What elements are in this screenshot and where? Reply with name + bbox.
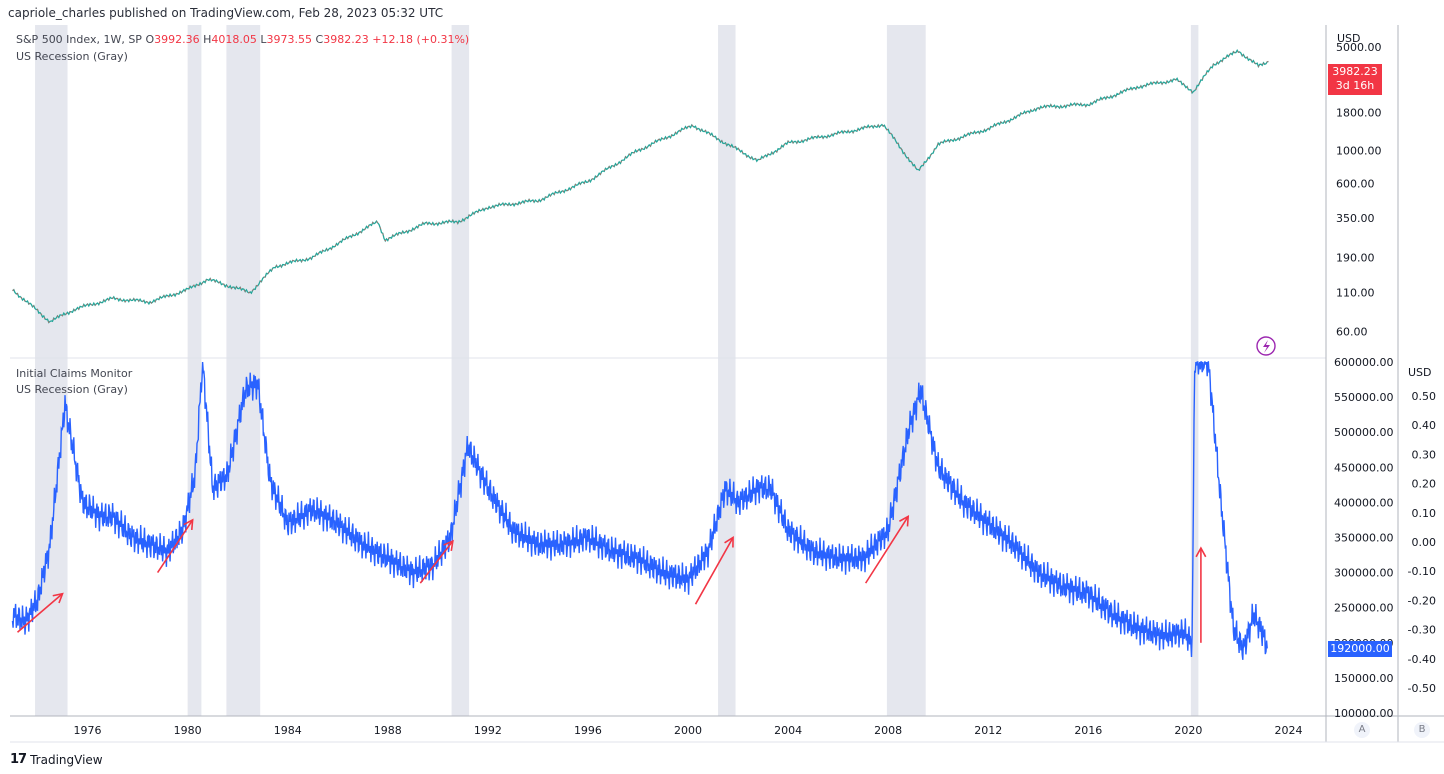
recession-band-2	[226, 25, 261, 716]
claims-overlay-legend: US Recession (Gray)	[16, 383, 128, 396]
spx-y-tick: 190.00	[1336, 251, 1375, 264]
spx-series	[12, 49, 1269, 324]
trend-arrow-head-5	[1195, 546, 1207, 558]
x-tick: 2016	[1074, 724, 1102, 737]
recession-band-3	[451, 25, 470, 716]
axes: USD5000.001800.001000.00600.00350.00190.…	[10, 25, 1444, 743]
claims-y-tick: 350000.00	[1334, 532, 1394, 545]
right-y-tick: 0.50	[1412, 390, 1437, 403]
right-y-tick: 0.10	[1412, 507, 1437, 520]
right-y-tick: 0.30	[1412, 448, 1437, 461]
x-tick: 2008	[874, 724, 902, 737]
trend-arrow-head-0	[52, 592, 64, 604]
low-label: L	[260, 33, 267, 46]
trend-arrow-head-1	[183, 518, 194, 530]
recession-band-0	[35, 25, 68, 716]
top-pane	[10, 25, 1326, 358]
spx-y-tick: 350.00	[1336, 212, 1375, 225]
high-label: H	[203, 33, 212, 46]
trend-arrow-2	[419, 540, 454, 584]
trend-arrow-head-4	[899, 515, 910, 527]
claims-y-tick: 250000.00	[1334, 602, 1394, 615]
spx-overlay-legend: US Recession (Gray)	[16, 50, 128, 63]
open-value: 3992.36	[154, 33, 200, 46]
x-tick: 1984	[274, 724, 302, 737]
arrows	[16, 515, 1207, 643]
spx-axis-unit: USD	[1337, 32, 1361, 45]
x-tick: 2012	[974, 724, 1002, 737]
claims-line	[11, 360, 1268, 660]
claims-y-tick: 400000.00	[1334, 496, 1394, 509]
trend-arrow-1	[156, 519, 194, 574]
trend-arrow-0	[16, 593, 64, 633]
recession-band-5	[886, 25, 926, 716]
claims-y-tick: 300000.00	[1334, 567, 1394, 580]
x-tick: 2020	[1174, 724, 1202, 737]
right-y-tick: -0.40	[1408, 653, 1436, 666]
spx-legend-name: S&P 500 Index, 1W, SP	[16, 33, 142, 46]
right-axis-unit: USD	[1408, 366, 1432, 379]
price-tag: 3982.23 3d 16h	[1328, 64, 1382, 95]
claims-legend: Initial Claims Monitor	[16, 367, 133, 380]
trend-arrow-head-2	[443, 539, 454, 552]
change-value: +12.18 (+0.31%)	[372, 33, 470, 46]
price-tag-countdown: 3d 16h	[1335, 79, 1375, 92]
x-tick: 2000	[674, 724, 702, 737]
claims-y-tick: 600000.00	[1334, 356, 1394, 369]
close-value: 3982.23	[323, 33, 369, 46]
x-tick: 1988	[374, 724, 402, 737]
price-tag-value: 3982.23	[1332, 65, 1378, 78]
spx-y-tick: 110.00	[1336, 286, 1375, 299]
publish-header: capriole_charles published on TradingVie…	[8, 6, 444, 20]
recession-band-6	[1190, 25, 1199, 716]
tradingview-logo[interactable]: 17 TradingView	[10, 752, 103, 767]
right-y-tick: 0.00	[1412, 536, 1437, 549]
right-y-tick: -0.10	[1408, 565, 1436, 578]
recession-band-4	[718, 25, 736, 716]
auto-scale-button[interactable]: A	[1354, 722, 1370, 738]
tv-mark-icon: 17	[10, 752, 27, 767]
b-scale-button[interactable]: B	[1414, 722, 1430, 738]
open-label: O	[145, 33, 155, 46]
spx-y-tick: 1000.00	[1336, 144, 1382, 157]
flash-icon	[1256, 336, 1276, 356]
right-y-tick: -0.30	[1408, 624, 1436, 637]
spx-y-tick: 5000.00	[1336, 41, 1382, 54]
high-value: 4018.05	[211, 33, 257, 46]
spx-y-tick: 60.00	[1336, 325, 1368, 338]
right-y-tick: 0.20	[1412, 478, 1437, 491]
spx-line	[12, 49, 1269, 324]
tv-brand: TradingView	[30, 752, 103, 767]
trend-arrow-4	[864, 516, 909, 584]
right-y-tick: 0.40	[1412, 419, 1437, 432]
spx-y-tick: 600.00	[1336, 177, 1375, 190]
flash-icon-bolt	[1263, 340, 1270, 353]
right-y-tick: -0.50	[1408, 682, 1436, 695]
x-tick: 1980	[174, 724, 202, 737]
claims-series	[11, 360, 1268, 660]
x-tick: 1976	[74, 724, 102, 737]
x-tick: 2024	[1274, 724, 1302, 737]
recession-shading	[35, 25, 1199, 716]
x-tick: 1992	[474, 724, 502, 737]
claims-y-tick: 450000.00	[1334, 461, 1394, 474]
claims-tag: 192000.00	[1328, 641, 1392, 657]
right-y-tick: -0.20	[1408, 594, 1436, 607]
claims-y-tick: 550000.00	[1334, 391, 1394, 404]
trend-arrow-3	[694, 537, 734, 605]
x-tick: 1996	[574, 724, 602, 737]
x-tick: 2004	[774, 724, 802, 737]
claims-y-tick: 500000.00	[1334, 426, 1394, 439]
trend-arrow-head-3	[724, 536, 734, 548]
low-value: 3973.55	[266, 33, 313, 46]
claims-y-tick: 100000.00	[1334, 707, 1394, 720]
close-label: C	[315, 33, 324, 46]
claims-y-tick: 150000.00	[1334, 672, 1394, 685]
spx-y-tick: 1800.00	[1336, 107, 1382, 120]
spx-legend: S&P 500 Index, 1W, SP O3992.36 H4018.05 …	[16, 33, 469, 46]
recession-band-1	[187, 25, 202, 716]
